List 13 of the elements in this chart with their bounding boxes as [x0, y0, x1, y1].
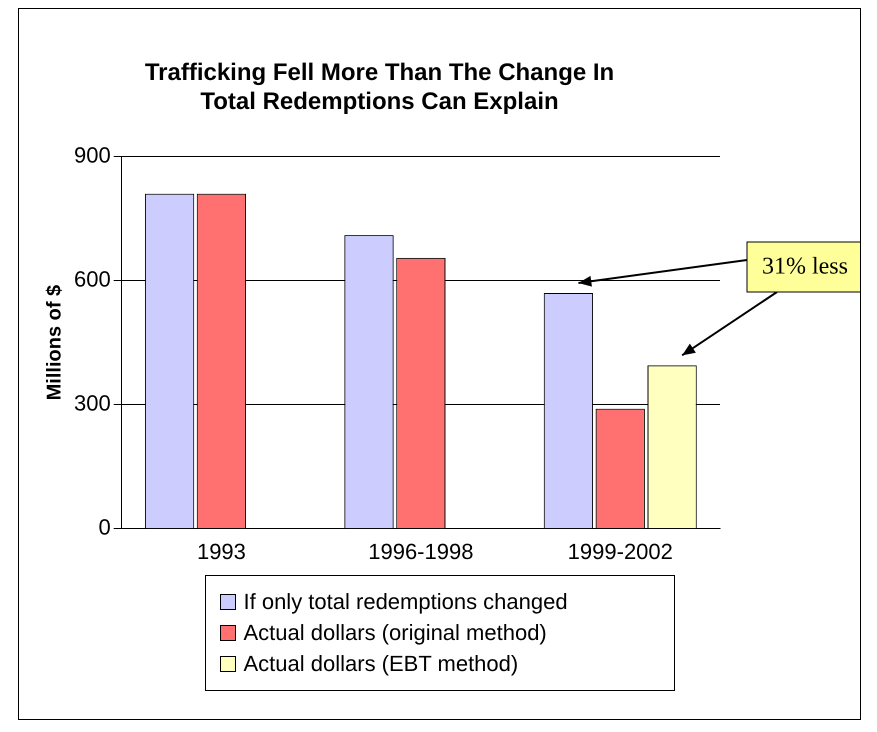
legend-label: If only total redemptions changed	[244, 589, 568, 615]
y-tick-label: 300	[74, 390, 111, 416]
y-axis-title: Millions of $	[44, 284, 66, 400]
x-tick-label: 1993	[196, 538, 246, 564]
chart-title: Trafficking Fell More Than The Change In Total Redemptions Can Explain	[144, 59, 614, 115]
legend-label: Actual dollars (EBT method)	[244, 651, 518, 677]
legend-label: Actual dollars (original method)	[244, 620, 547, 646]
y-tick-label: 600	[74, 266, 111, 292]
y-tick-label: 0	[98, 514, 111, 540]
x-tick-label: 1999-2002	[568, 538, 673, 564]
x-tick-label: 1996-1998	[368, 538, 474, 564]
y-tick-label: 900	[74, 142, 111, 168]
text: 31% less	[762, 253, 848, 280]
